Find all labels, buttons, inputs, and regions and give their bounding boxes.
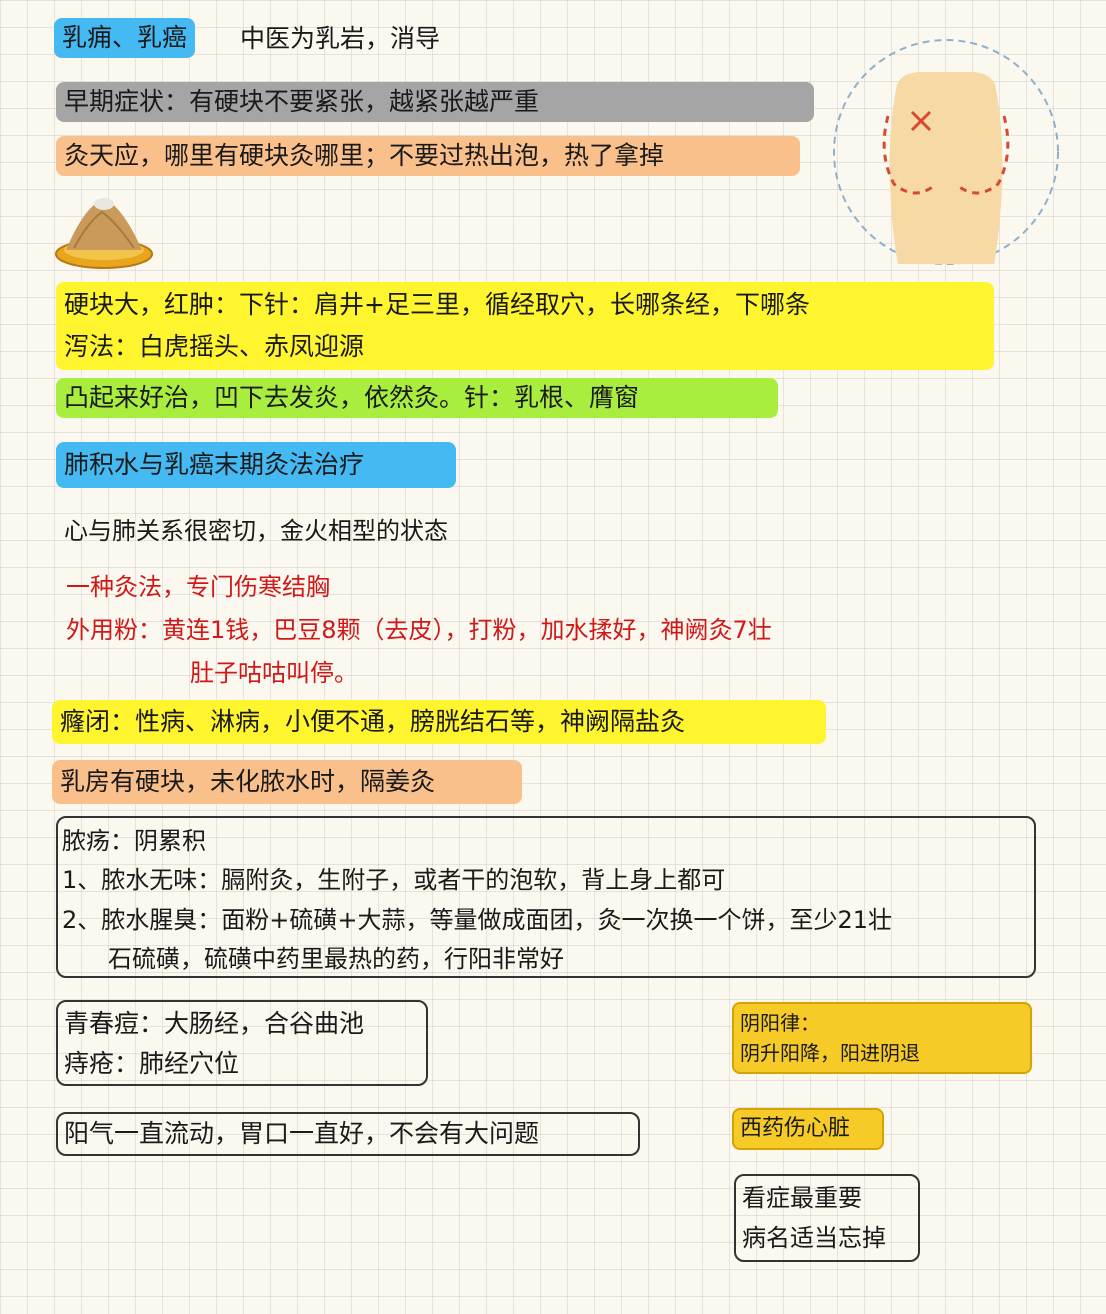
- pus-item-1: 1、脓水无味：膈附灸，生附子，或者干的泡软，背上身上都可: [62, 866, 726, 894]
- stomach-line: 肚子咕咕叫停。: [190, 659, 358, 687]
- western-medicine-text: 西药伤心脏: [740, 1116, 851, 1141]
- moxa-cone-icon: [55, 198, 153, 269]
- convex-text: 凸起来好治，凹下去发炎，依然灸。针：乳根、膺窗: [64, 383, 640, 412]
- yang-qi-box: 阳气一直流动，胃口一直好，不会有大问题: [56, 1112, 640, 1156]
- longbi-highlight: 癃闭：性病、淋病，小便不通，膀胱结石等，神阙隔盐灸: [52, 700, 826, 744]
- yin-yang-box: 阴阳律： 阴升阳降，阳进阴退: [732, 1002, 1032, 1074]
- symptom-box: 看症最重要 病名适当忘掉: [734, 1174, 920, 1262]
- needle-method-line: 硬块大，红肿：下针：肩井+足三里，循经取穴，长哪条经，下哪条: [64, 290, 810, 319]
- section2-title-highlight: 肺积水与乳癌末期灸法治疗: [56, 442, 456, 488]
- pus-title: 脓疡：阴累积: [62, 827, 206, 855]
- needle-method-highlight: 硬块大，红肿：下针：肩井+足三里，循经取穴，长哪条经，下哪条 泻法：白虎摇头、赤…: [56, 282, 994, 370]
- section2-title: 肺积水与乳癌末期灸法治疗: [64, 450, 365, 479]
- longbi-text: 癃闭：性病、淋病，小便不通，膀胱结石等，神阙隔盐灸: [60, 707, 686, 736]
- moxa-highlight: 灸天应，哪里有硬块灸哪里；不要过热出泡，热了拿掉: [56, 136, 800, 176]
- symptom-line-1: 看症最重要: [742, 1184, 862, 1212]
- pus-box: 脓疡：阴累积 1、脓水无味：膈附灸，生附子，或者干的泡软，背上身上都可 2、脓水…: [56, 816, 1036, 978]
- drain-method-line: 泻法：白虎摇头、赤凤迎源: [64, 332, 365, 361]
- yin-yang-title: 阴阳律：: [740, 1011, 820, 1035]
- pus-item-2: 2、脓水腥臭：面粉+硫磺+大蒜，等量做成面团，灸一次换一个饼，至少21壮: [62, 906, 893, 934]
- acne-box: 青春痘：大肠经，合谷曲池 痔疮：肺经穴位: [56, 1000, 428, 1086]
- pus-item-2-cont: 石硫磺，硫磺中药里最热的药，行阳非常好: [108, 945, 564, 973]
- moxa-text: 灸天应，哪里有硬块灸哪里；不要过热出泡，热了拿掉: [64, 141, 665, 170]
- symptom-line-2: 病名适当忘掉: [742, 1224, 886, 1252]
- western-medicine-box: 西药伤心脏: [732, 1108, 884, 1150]
- breast-lump-text: 乳房有硬块，未化脓水时，隔姜灸: [60, 767, 436, 796]
- acne-line: 青春痘：大肠经，合谷曲池: [64, 1009, 365, 1038]
- title-highlight: 乳痈、乳癌: [54, 18, 196, 58]
- hemorrhoid-line: 痔疮：肺经穴位: [64, 1049, 240, 1078]
- convex-highlight: 凸起来好治，凹下去发炎，依然灸。针：乳根、膺窗: [56, 378, 778, 418]
- early-symptom-text: 早期症状：有硬块不要紧张，越紧张越严重: [64, 87, 540, 116]
- torso-icon: [833, 39, 1059, 265]
- external-powder-line: 外用粉：黄连1钱，巴豆8颗（去皮），打粉，加水揉好，神阙灸7壮: [66, 616, 772, 644]
- x-mark-icon: [910, 110, 932, 132]
- breast-lump-highlight: 乳房有硬块，未化脓水时，隔姜灸: [52, 760, 522, 804]
- yang-qi-text: 阳气一直流动，胃口一直好，不会有大问题: [64, 1119, 540, 1148]
- page-subtitle: 中医为乳岩，消导: [240, 24, 441, 53]
- heart-lung-relation: 心与肺关系很密切，金火相型的状态: [64, 517, 448, 545]
- moxa-method-line: 一种灸法，专门伤寒结胸: [66, 573, 330, 601]
- early-symptom-highlight: 早期症状：有硬块不要紧张，越紧张越严重: [56, 82, 814, 122]
- page-title: 乳痈、乳癌: [62, 23, 188, 52]
- yin-yang-text: 阴升阳降，阳进阴退: [740, 1041, 920, 1065]
